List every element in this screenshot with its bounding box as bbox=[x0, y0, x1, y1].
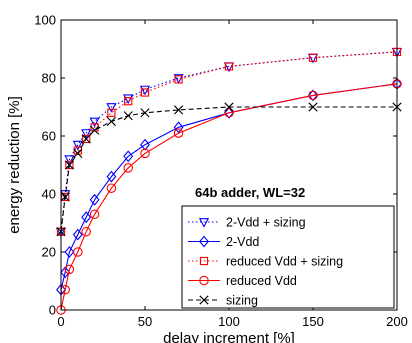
data-point bbox=[60, 266, 71, 279]
data-point bbox=[140, 88, 150, 97]
data-point bbox=[308, 90, 318, 101]
legend-swatch-marker bbox=[199, 256, 209, 266]
data-point bbox=[139, 85, 151, 96]
data-point bbox=[174, 105, 184, 115]
x-axis-title: delay increment [%] bbox=[163, 330, 295, 343]
data-point bbox=[140, 148, 150, 159]
series-sizing bbox=[56, 102, 402, 237]
data-point bbox=[64, 160, 74, 170]
chart-annotation: 64b adder, WL=32 bbox=[195, 185, 305, 200]
data-point bbox=[124, 97, 133, 106]
legend-label: 2-Vdd + sizing bbox=[226, 216, 306, 230]
data-point bbox=[81, 211, 92, 224]
data-point bbox=[72, 228, 83, 241]
data-point bbox=[224, 102, 234, 112]
legend-entry: sizing bbox=[188, 294, 258, 308]
tick-layer: 0 50 100 150 200 0 20 40 60 80 100 bbox=[34, 13, 408, 330]
data-point bbox=[73, 148, 83, 158]
legend-entry: reduced Vdd + sizing bbox=[188, 255, 343, 269]
data-point bbox=[89, 193, 100, 206]
data-point bbox=[89, 117, 100, 128]
legend: 2-Vdd + sizing 2-Vdd reduced Vdd + sizing r… bbox=[181, 205, 395, 309]
data-point bbox=[173, 128, 184, 138]
data-point bbox=[224, 108, 234, 118]
legend-box bbox=[181, 205, 395, 309]
x-tick-label: 150 bbox=[302, 314, 324, 329]
legend-swatch-marker bbox=[199, 275, 209, 286]
y-tick-label: 40 bbox=[42, 187, 56, 202]
legend-swatch-marker bbox=[198, 218, 210, 228]
data-point bbox=[61, 192, 70, 202]
data-point bbox=[123, 94, 134, 105]
data-point bbox=[106, 116, 116, 127]
x-tick-label: 200 bbox=[386, 314, 408, 329]
y-axis-title: energy reduction [%] bbox=[6, 96, 23, 234]
y-tick-label: 80 bbox=[42, 71, 56, 86]
data-point bbox=[106, 183, 117, 193]
data-point bbox=[140, 108, 150, 118]
data-point bbox=[123, 163, 133, 173]
data-point bbox=[81, 226, 91, 237]
data-point bbox=[173, 121, 184, 134]
x-tick-label: 50 bbox=[138, 314, 152, 329]
data-point bbox=[308, 89, 318, 102]
x-tick-label: 100 bbox=[218, 314, 240, 329]
y-tick-label: 20 bbox=[42, 245, 56, 260]
data-point bbox=[72, 140, 83, 151]
data-point bbox=[65, 160, 74, 170]
y-tick-label: 100 bbox=[34, 13, 56, 28]
data-point bbox=[64, 246, 75, 258]
legend-swatch-marker bbox=[199, 235, 209, 248]
data-point bbox=[90, 125, 100, 135]
y-tick-label: 0 bbox=[49, 303, 56, 318]
plot-frame bbox=[60, 19, 398, 311]
legend-entry: 2-Vdd bbox=[188, 235, 259, 249]
data-point bbox=[81, 129, 92, 139]
data-point bbox=[81, 134, 91, 144]
data-point bbox=[106, 170, 117, 183]
legend-entry: reduced Vdd bbox=[188, 274, 297, 288]
data-point bbox=[123, 150, 134, 163]
legend-entry: 2-Vdd + sizing bbox=[188, 216, 306, 230]
data-point bbox=[308, 53, 318, 62]
data-point bbox=[224, 62, 234, 71]
data-point bbox=[64, 155, 75, 166]
data-point bbox=[107, 108, 116, 117]
data-point bbox=[73, 247, 83, 257]
series-line bbox=[60, 51, 398, 232]
data-point bbox=[174, 75, 183, 84]
data-point bbox=[106, 103, 117, 113]
x-tick-label: 0 bbox=[57, 314, 64, 329]
legend-label: sizing bbox=[226, 294, 258, 308]
data-point bbox=[89, 209, 100, 220]
series-layer bbox=[55, 47, 403, 315]
series-line bbox=[60, 83, 398, 311]
legend-label: reduced Vdd bbox=[226, 274, 297, 288]
data-point bbox=[308, 102, 318, 112]
data-point bbox=[64, 264, 75, 275]
legend-label: 2-Vdd bbox=[226, 235, 259, 249]
y-tick-label: 60 bbox=[42, 129, 56, 144]
legend-label: reduced Vdd + sizing bbox=[226, 255, 343, 269]
legend-swatch-marker bbox=[199, 295, 209, 305]
data-point bbox=[82, 134, 91, 144]
data-point bbox=[123, 111, 133, 121]
data-point bbox=[224, 106, 234, 119]
